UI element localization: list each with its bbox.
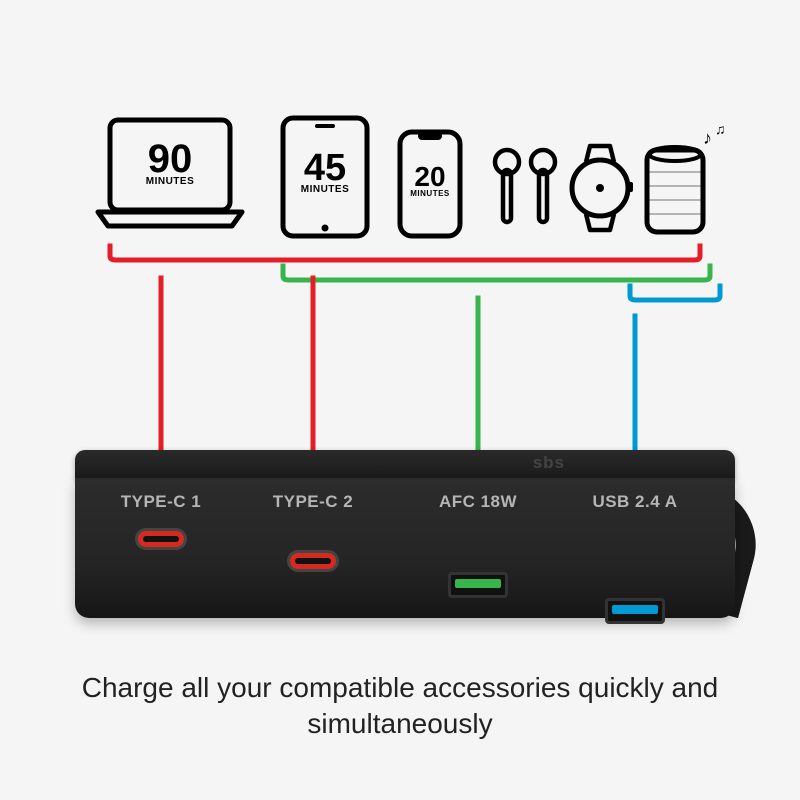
port-c1 <box>135 528 187 550</box>
charger-top-surface: sbs <box>75 450 735 480</box>
svg-text:90: 90 <box>148 137 193 181</box>
port-label-c2: TYPE-C 2 <box>273 492 354 512</box>
port-label-afc: AFC 18W <box>439 492 517 512</box>
device-watch-icon <box>572 146 633 230</box>
svg-text:♫: ♫ <box>715 121 726 137</box>
device-earbuds-icon <box>495 150 555 222</box>
port-label-usb: USB 2.4 A <box>592 492 677 512</box>
svg-text:20: 20 <box>414 161 445 192</box>
device-tablet-icon: 45MINUTES <box>283 118 367 236</box>
svg-text:45: 45 <box>304 147 346 189</box>
port-afc <box>448 572 508 598</box>
svg-text:MINUTES: MINUTES <box>301 184 350 195</box>
brand-mark: sbs <box>533 453 565 473</box>
infographic-stage: 90MINUTES45MINUTES20MINUTES♪♫ sbs TYPE-C… <box>0 0 800 800</box>
port-usb <box>605 598 665 624</box>
bracket-red <box>110 246 700 260</box>
svg-text:MINUTES: MINUTES <box>146 176 195 187</box>
device-speaker-icon: ♪♫ <box>647 121 726 232</box>
caption-text: Charge all your compatible accessories q… <box>0 670 800 743</box>
svg-text:♪: ♪ <box>703 128 712 148</box>
bracket-green <box>283 266 710 280</box>
device-laptop-icon: 90MINUTES <box>98 120 242 226</box>
device-phone-icon: 20MINUTES <box>400 132 460 236</box>
bracket-blue <box>630 286 720 300</box>
port-label-c1: TYPE-C 1 <box>121 492 202 512</box>
port-c2 <box>287 550 339 572</box>
svg-text:MINUTES: MINUTES <box>410 189 450 198</box>
